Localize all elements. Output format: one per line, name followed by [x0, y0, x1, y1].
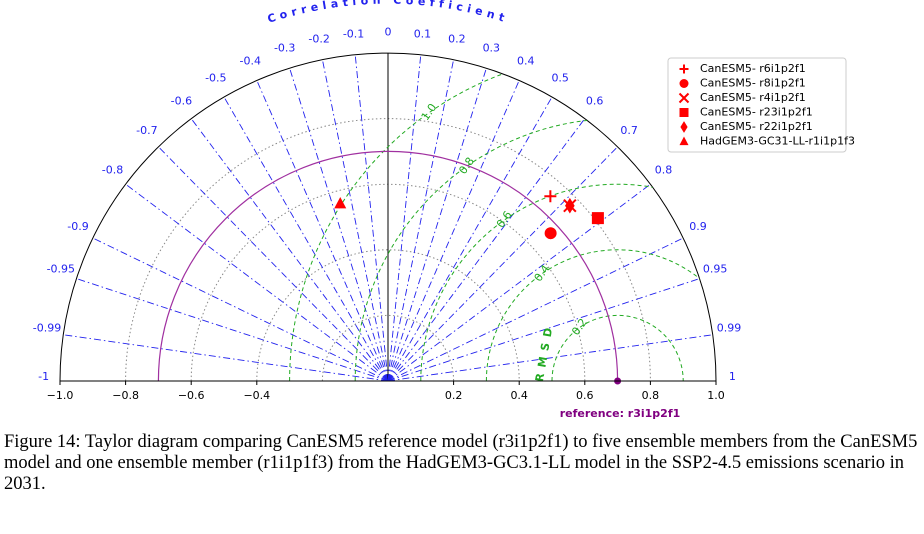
- correlation-grid-line: [63, 334, 389, 382]
- legend-label: CanESM5- r8i1p2f1: [700, 77, 806, 90]
- correlation-tick-label: 0.99: [717, 321, 742, 334]
- rmsd-contours: [289, 53, 716, 382]
- x-tick-label: 1.0: [707, 389, 725, 402]
- correlation-tick-label: -0.99: [33, 321, 61, 334]
- legend-marker: [678, 92, 690, 104]
- correlation-grid-line: [321, 59, 389, 382]
- legend-label: HadGEM3-GC31-LL-r1i1p1f3: [700, 135, 855, 148]
- correlation-tick-label: 0.6: [586, 94, 604, 107]
- rmsd-contour: [485, 249, 716, 382]
- rmsd-contour: [551, 314, 684, 382]
- correlation-tick-label: 0.95: [703, 262, 728, 275]
- data-point: [591, 212, 604, 225]
- correlation-grid-line: [387, 96, 553, 382]
- figure-caption: Figure 14: Taylor diagram comparing CanE…: [4, 432, 918, 494]
- correlation-grid-line: [387, 334, 713, 382]
- data-point: [565, 197, 575, 214]
- correlation-grid-line: [387, 118, 586, 382]
- x-tick-label: 0.8: [642, 389, 660, 402]
- correlation-grid-line: [387, 80, 520, 382]
- x-tick-label: −0.6: [178, 389, 205, 402]
- chart-title-path: Correlation Coefficient: [266, 0, 506, 26]
- legend-label: CanESM5- r6i1p2f1: [700, 62, 806, 75]
- correlation-grid-line: [125, 183, 389, 382]
- correlation-tick-label: 0.1: [414, 27, 432, 40]
- correlation-grid-line: [223, 96, 389, 382]
- correlation-grid-line: [76, 278, 389, 382]
- correlation-grid-line: [256, 80, 389, 382]
- chart-title: Correlation Coefficient: [266, 0, 510, 26]
- legend-marker: [679, 108, 689, 117]
- correlation-tick-label: -0.2: [308, 33, 329, 46]
- correlation-tick-label: 1: [729, 370, 736, 383]
- correlation-grid-line: [190, 118, 389, 382]
- correlation-tick-label: 0.5: [551, 72, 569, 85]
- correlation-grid-line: [289, 67, 389, 382]
- correlation-tick-label: 0: [385, 26, 392, 39]
- legend-marker: [679, 79, 689, 88]
- legend-label: CanESM5- r4i1p2f1: [700, 91, 806, 104]
- x-tick-label: 0.2: [445, 389, 463, 402]
- correlation-tick-label: 0.8: [655, 163, 673, 176]
- data-point: [544, 190, 557, 203]
- correlation-grid-line: [354, 54, 389, 382]
- correlation-tick-label: -0.4: [240, 54, 261, 67]
- legend-marker: [679, 136, 689, 146]
- correlation-grid-line: [158, 146, 389, 382]
- rmsd-tick-label: 1.0: [419, 101, 440, 123]
- correlation-tick-label: -0.3: [274, 41, 295, 54]
- correlation-tick-label: -0.6: [171, 94, 192, 107]
- rmsd-contour: [354, 118, 716, 382]
- x-tick-label: 0.4: [510, 389, 528, 402]
- legend-label: CanESM5- r22i1p2f1: [700, 120, 813, 133]
- correlation-tick-label: 0.3: [483, 41, 501, 54]
- data-point: [544, 227, 557, 240]
- correlation-tick-label: -0.1: [343, 27, 364, 40]
- correlation-grid-line: [387, 146, 618, 382]
- correlation-grid-line: [92, 237, 389, 382]
- x-tick-label: −0.4: [243, 389, 270, 402]
- x-tick-label: −1.0: [47, 389, 74, 402]
- x-tick-label: −0.8: [112, 389, 139, 402]
- correlation-tick-label: 0.2: [448, 33, 466, 46]
- correlation-tick-label: -1: [38, 370, 49, 383]
- legend-marker: [679, 64, 689, 74]
- outer-axis-arc: [59, 52, 717, 382]
- correlation-tick-label: 0.7: [620, 124, 638, 137]
- correlation-tick-label: 0.9: [689, 220, 707, 233]
- correlation-grid-line: [387, 59, 455, 382]
- correlation-tick-label: 0.4: [517, 54, 535, 67]
- legend-marker: [680, 121, 688, 133]
- x-tick-label: 0.6: [576, 389, 594, 402]
- correlation-tick-label: -0.5: [205, 72, 226, 85]
- rmsd-tick-label: 0.6: [494, 209, 515, 231]
- correlation-tick-label: -0.7: [136, 124, 157, 137]
- correlation-tick-label: -0.8: [102, 163, 123, 176]
- correlation-grid-line: [387, 278, 700, 382]
- data-point: [334, 197, 347, 209]
- correlation-tick-label: -0.95: [47, 262, 75, 275]
- correlation-grid-line: [387, 54, 422, 382]
- rmsd-tick-label: 0.4: [532, 262, 553, 284]
- legend-label: CanESM5- r23i1p2f1: [700, 106, 813, 119]
- correlation-tick-label: -0.9: [67, 220, 88, 233]
- reference-label: reference: r3i1p2f1: [560, 407, 681, 420]
- rmsd-contour: [289, 53, 716, 382]
- reference-arc: [157, 150, 619, 382]
- correlation-grid-line: [387, 237, 684, 382]
- rmsd-contour: [420, 183, 716, 382]
- correlation-grid-line: [387, 67, 487, 382]
- correlation-grid-line: [387, 183, 651, 382]
- rmsd-tick-label: 0.2: [569, 316, 590, 338]
- legend-box: [667, 57, 847, 153]
- taylor-diagram: -1 -0.99 -0.95 -0.9 -0.8 -0.7 -0.6 -0.5 -0.4 -0.3…: [33, 0, 855, 420]
